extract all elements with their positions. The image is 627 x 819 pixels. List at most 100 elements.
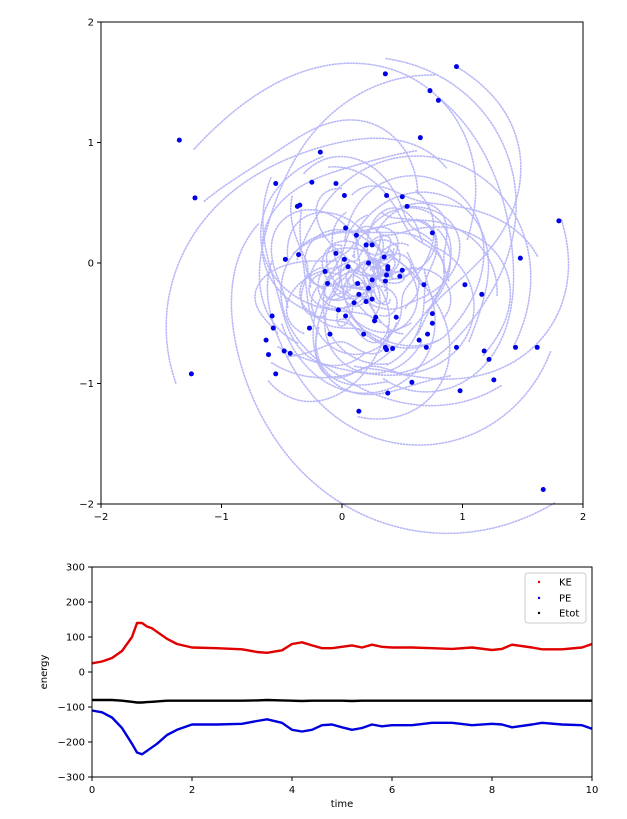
particle-point: [366, 285, 372, 291]
particle-point: [393, 314, 399, 320]
top-x-tick-label: 1: [459, 512, 465, 523]
particle-point: [356, 291, 362, 297]
particle-point: [363, 299, 369, 305]
particle-point: [491, 377, 497, 383]
trajectory-trail: [320, 219, 498, 297]
particle-point: [296, 252, 302, 258]
legend: KE PE Etot: [524, 572, 587, 624]
particle-point: [385, 266, 391, 272]
particle-point: [341, 256, 347, 262]
trajectory-trail: [343, 276, 391, 306]
trajectory-trail: [365, 206, 452, 336]
bottom-y-tick-label: 100: [66, 633, 85, 644]
top-y-tick-label: 1: [88, 138, 94, 149]
particle-point: [356, 408, 362, 414]
particle-point: [382, 71, 388, 77]
particle-point: [265, 352, 271, 358]
x-axis-label: time: [331, 799, 354, 810]
legend-label-pe: PE: [559, 594, 571, 605]
particle-point: [351, 300, 357, 306]
particle-point: [341, 193, 347, 199]
particle-point: [345, 264, 351, 270]
trajectory-trail: [368, 258, 396, 317]
legend-marker-etot: [537, 611, 541, 615]
particle-point: [322, 268, 328, 274]
particle-point: [287, 350, 293, 356]
particle-point: [363, 242, 369, 248]
y-axis-label: energy: [39, 654, 50, 689]
particle-point: [453, 64, 459, 70]
particle-point: [399, 267, 405, 273]
trajectory-trail: [193, 62, 477, 242]
particle-point: [429, 230, 435, 236]
bottom-y-tick-label: −200: [58, 738, 85, 749]
trajectory-trail: [342, 266, 420, 310]
particle-point: [382, 278, 388, 284]
bottom-y-tick-label: −100: [58, 703, 85, 714]
particle-point: [486, 356, 492, 362]
particle-point: [457, 388, 463, 394]
top-x-ticks: −2 −1 0 1 2: [94, 504, 586, 523]
trajectory-trail: [336, 300, 382, 327]
bottom-y-tick-label: 200: [66, 598, 85, 609]
series-ke: [91, 621, 593, 665]
top-x-tick-label: 0: [339, 512, 345, 523]
particle-point: [281, 348, 287, 354]
top-y-tick-label: 0: [88, 259, 94, 270]
bottom-x-tick-label: 8: [489, 785, 495, 796]
particle-point: [397, 273, 403, 279]
particle-point: [343, 225, 349, 231]
particle-point: [425, 331, 431, 337]
particle-point: [409, 379, 415, 385]
particle-point: [404, 203, 410, 209]
trajectory-trail: [317, 242, 373, 309]
energy-series: [91, 621, 593, 756]
particle-point: [192, 195, 198, 201]
trajectory-trail: [345, 269, 374, 301]
particle-point: [327, 331, 333, 337]
particle-point: [381, 254, 387, 260]
particle-point: [429, 320, 435, 326]
trajectory-trail: [315, 273, 389, 386]
top-x-tick-label: −1: [214, 512, 229, 523]
particle-point: [294, 203, 300, 209]
particle-point: [335, 307, 341, 313]
series-etot: [92, 698, 592, 704]
trajectory-trail: [388, 190, 435, 334]
trajectory-trail: [382, 97, 515, 393]
trajectory-trail: [375, 202, 450, 282]
trajectory-trail: [331, 211, 445, 349]
trajectory-trail: [379, 226, 512, 357]
particle-point: [481, 348, 487, 354]
bottom-x-ticks: 0 2 4 6 8 10: [89, 777, 598, 796]
trajectory-trail: [230, 223, 556, 535]
trajectory-trail: [266, 260, 552, 446]
legend-marker-ke: [537, 580, 541, 584]
particle-point: [333, 250, 339, 256]
bottom-plot-frame: [91, 566, 593, 778]
trajectory-trail: [328, 165, 445, 274]
particle-point: [355, 280, 361, 286]
trajectory-trail: [322, 214, 389, 366]
particle-point: [479, 291, 485, 297]
trajectory-trail: [321, 240, 375, 299]
top-x-tick-label: −2: [94, 512, 109, 523]
particle-point: [369, 296, 375, 302]
particle-point: [369, 242, 375, 248]
bottom-x-tick-label: 6: [389, 785, 395, 796]
particle-point: [399, 194, 405, 200]
trajectory-trail: [165, 137, 448, 384]
trajectory-trail: [285, 248, 343, 335]
particle-point: [384, 193, 390, 199]
energy-plot: 0 2 4 6 8 10 −300 −200 −100 0 100 200 300 time ener…: [39, 563, 598, 811]
trajectory-trail: [258, 74, 436, 345]
top-y-ticks: −2 −1 0 1 2: [79, 18, 101, 511]
particle-point: [273, 371, 279, 377]
particle-point: [421, 282, 427, 288]
bottom-x-tick-label: 0: [89, 785, 95, 796]
particle-point: [366, 260, 372, 266]
trajectory-trail: [296, 155, 532, 348]
trajectory-trail: [425, 65, 522, 315]
bottom-y-tick-label: 300: [66, 563, 85, 574]
